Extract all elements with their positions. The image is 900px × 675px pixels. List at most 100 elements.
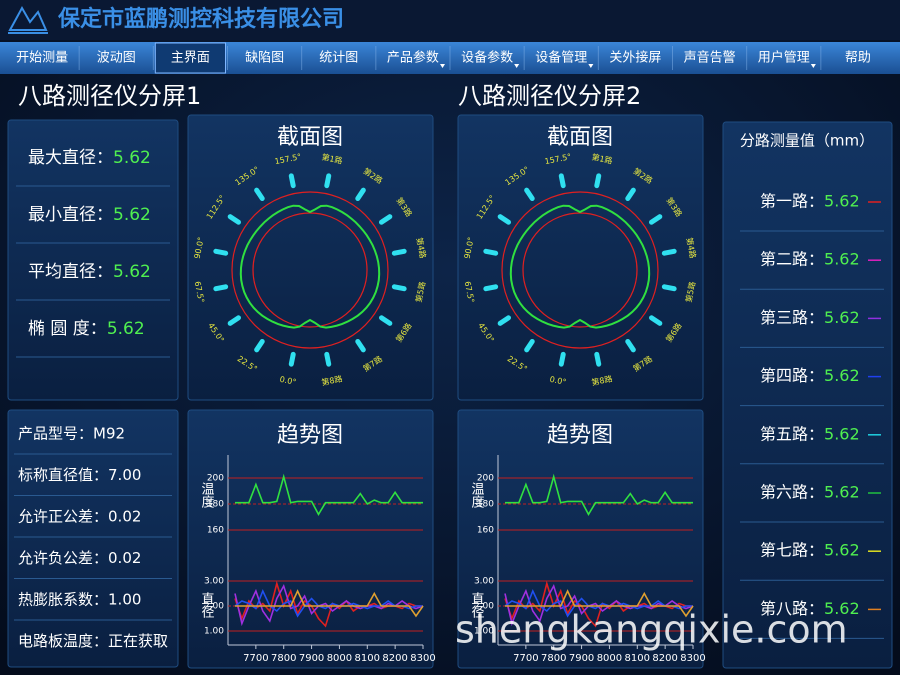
panel — [187, 114, 434, 401]
sensor — [483, 248, 499, 256]
x-tick-label: 8200 — [652, 653, 677, 664]
sensor-label: 第5路 — [413, 281, 427, 304]
panel — [722, 121, 893, 669]
menu-item[interactable]: 帮助 — [845, 51, 871, 66]
panel — [7, 409, 179, 668]
sensor — [625, 339, 636, 353]
sensor — [288, 173, 296, 189]
sensor — [288, 351, 296, 367]
menu-item[interactable]: 缺陷图 — [245, 51, 284, 66]
row-value: 0.02 — [108, 549, 141, 567]
sensor — [625, 187, 636, 201]
menu-item[interactable]: 设备管理 — [535, 50, 587, 66]
menu-item[interactable]: 用户管理 — [758, 50, 810, 66]
trend-title: 趋势图 — [277, 423, 343, 448]
sensor-label: 第4路 — [414, 237, 428, 260]
sensor — [213, 248, 229, 256]
x-tick-label: 8200 — [382, 653, 407, 664]
row-label: 第七路： — [760, 541, 824, 560]
trend-line — [235, 589, 424, 618]
sensor — [594, 173, 602, 189]
y-tick-label: 180 — [477, 500, 494, 510]
menu-item[interactable]: 设备参数 — [461, 50, 513, 66]
x-tick-label: 7900 — [569, 653, 594, 664]
x-tick-label: 7800 — [541, 653, 566, 664]
sensor-label: 0.0° — [549, 375, 567, 387]
sensor-label: 67.5° — [463, 280, 476, 303]
row-value: 5.62 — [824, 541, 860, 560]
sensor — [661, 248, 677, 256]
sensor — [391, 248, 407, 256]
x-tick-label: 7700 — [243, 653, 268, 664]
section-title: 截面图 — [277, 125, 343, 150]
menu-item[interactable]: 关外接屏 — [609, 50, 661, 66]
row-value: 1.00 — [108, 591, 141, 609]
sensor-label: 90.0° — [193, 236, 206, 259]
row-value: 5.62 — [824, 308, 860, 327]
dropdown-arrow — [810, 64, 816, 68]
panel — [7, 119, 179, 401]
profile — [239, 204, 381, 329]
trend-line — [505, 589, 694, 618]
row-value: 5.62 — [824, 366, 860, 385]
sensor — [558, 173, 566, 189]
y-tick-label: 180 — [207, 500, 224, 510]
axis-label: 温度 — [199, 482, 215, 508]
sensor — [497, 214, 511, 225]
menu-item[interactable]: 开始测量 — [16, 51, 68, 66]
y-tick-label: 200 — [477, 474, 494, 484]
y-tick-label: 3.00 — [474, 577, 494, 587]
menu-item[interactable]: 声音告警 — [684, 50, 736, 66]
watermark: shengkangqixie.com — [455, 608, 848, 652]
sensor-label: 第5路 — [683, 281, 697, 304]
y-tick-label: 2.00 — [204, 602, 224, 612]
trend-line — [235, 473, 423, 517]
row-value: 5.62 — [113, 205, 151, 225]
sensor — [524, 339, 535, 353]
sensor-label: 0.0° — [279, 375, 297, 387]
row-label: 允许负公差： — [18, 549, 108, 567]
axis-label: 直径 — [469, 592, 485, 618]
sensor — [483, 284, 499, 292]
row-label: 第四路： — [760, 366, 824, 385]
sensor — [379, 315, 393, 326]
sensor — [324, 351, 332, 367]
menu-item[interactable]: 波动图 — [97, 51, 136, 66]
x-tick-label: 8300 — [410, 653, 435, 664]
row-value: 5.62 — [824, 599, 860, 618]
x-tick-label: 7700 — [513, 653, 538, 664]
trend-title: 趋势图 — [547, 423, 613, 448]
row-value: 0.02 — [108, 508, 141, 526]
x-tick-label: 8300 — [680, 653, 705, 664]
row-value: M92 — [93, 425, 125, 443]
row-label: 第八路： — [760, 599, 824, 618]
menu-item[interactable]: 产品参数 — [387, 50, 439, 66]
sensor — [391, 284, 407, 292]
company-title: 保定市蓝鹏测控科技有限公司 — [57, 6, 344, 32]
trend-line — [505, 473, 693, 517]
axis-label: 直径 — [199, 592, 215, 618]
row-label: 第五路： — [760, 424, 824, 443]
menu-item[interactable]: 统计图 — [319, 51, 358, 66]
axis-label: 温度 — [469, 482, 485, 508]
row-value: 5.62 — [824, 250, 860, 269]
panel — [187, 409, 434, 669]
row-value: 5.62 — [824, 192, 860, 211]
sensor — [227, 315, 241, 326]
screen-title: 八路测径仪分屏2 — [458, 82, 641, 110]
y-tick-label: 200 — [207, 474, 224, 484]
row-label: 椭 圆 度： — [28, 319, 107, 339]
sensor-label: 90.0° — [463, 236, 476, 259]
sensor-label: 第8路 — [321, 373, 344, 387]
row-value: 5.62 — [113, 148, 151, 168]
sensor — [649, 315, 663, 326]
header-bar — [0, 0, 900, 40]
menu-item[interactable]: 主界面 — [171, 51, 210, 66]
outer-ring — [501, 191, 659, 349]
y-tick-label: 160 — [207, 526, 224, 536]
sensor — [661, 284, 677, 292]
profile — [509, 204, 651, 329]
row-label: 热膨胀系数： — [18, 591, 108, 609]
sensor — [379, 214, 393, 225]
